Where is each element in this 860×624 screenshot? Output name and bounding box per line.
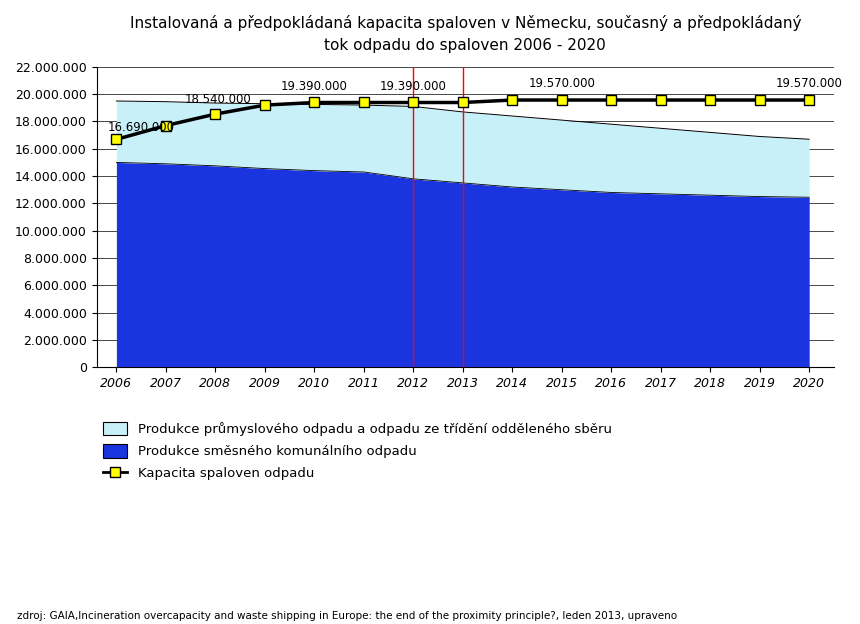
Text: 19.390.000: 19.390.000 bbox=[380, 80, 446, 93]
Legend: Produkce průmyslového odpadu a odpadu ze třídění odděleného sběru, Produkce směs: Produkce průmyslového odpadu a odpadu ze… bbox=[103, 422, 611, 480]
Text: 19.390.000: 19.390.000 bbox=[281, 80, 347, 93]
Title: Instalovaná a předpokládaná kapacita spaloven v Německu, současný a předpokládan: Instalovaná a předpokládaná kapacita spa… bbox=[130, 15, 801, 53]
Text: 16.690.000: 16.690.000 bbox=[108, 121, 175, 134]
Text: 19.570.000: 19.570.000 bbox=[528, 77, 595, 90]
Text: 19.570.000: 19.570.000 bbox=[776, 77, 843, 90]
Text: zdroj: GAIA,Incineration overcapacity and waste shipping in Europe: the end of t: zdroj: GAIA,Incineration overcapacity an… bbox=[17, 611, 678, 621]
Text: 18.540.000: 18.540.000 bbox=[185, 93, 251, 106]
